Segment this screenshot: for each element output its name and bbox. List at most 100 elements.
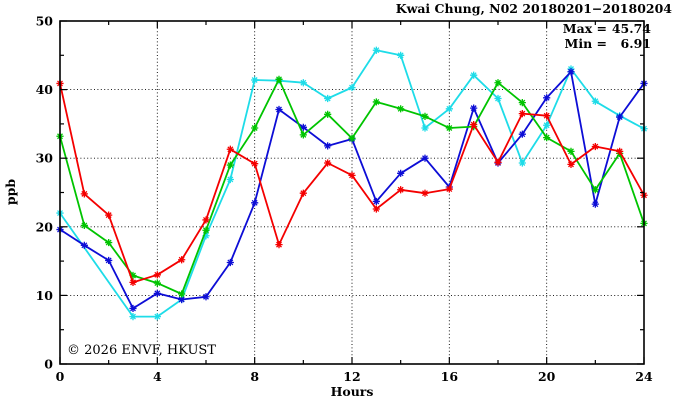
series-blue-marker xyxy=(591,200,599,208)
series-green-marker xyxy=(226,161,234,169)
series-red xyxy=(56,79,648,286)
max-annotation-label: Max = xyxy=(563,21,607,36)
y-tick-label: 40 xyxy=(36,82,54,97)
series-red-marker xyxy=(153,271,161,279)
x-tick-label: 16 xyxy=(441,369,459,384)
series-red-marker xyxy=(421,189,429,197)
series-red-marker xyxy=(470,120,478,129)
series-red-marker xyxy=(591,142,599,151)
series-blue-marker xyxy=(324,142,332,150)
series-green-marker xyxy=(202,226,210,234)
series-red-marker xyxy=(178,256,186,264)
x-tick-label: 24 xyxy=(635,369,653,384)
y-tick-label: 30 xyxy=(36,151,54,166)
series-cyan-marker xyxy=(494,94,502,103)
series-blue-marker xyxy=(153,289,161,297)
series-blue-marker xyxy=(105,256,113,265)
series-cyan-marker xyxy=(226,175,234,184)
series-green-marker xyxy=(275,75,283,83)
y-axis-label: ppb xyxy=(3,179,18,205)
min-annotation-label: Min = xyxy=(565,36,608,51)
series-green xyxy=(56,75,648,298)
series-blue-marker xyxy=(470,104,478,112)
series-blue-marker xyxy=(178,295,186,304)
series-blue-marker xyxy=(518,130,526,138)
series-cyan-marker xyxy=(372,46,380,54)
series-blue-marker xyxy=(372,197,380,206)
gridlines xyxy=(60,21,644,364)
series-red-marker xyxy=(543,112,551,120)
series-green-marker xyxy=(372,98,380,106)
series-green-marker xyxy=(518,99,526,107)
series-cyan-marker xyxy=(445,105,453,113)
x-axis-label: Hours xyxy=(331,384,374,399)
series-blue-marker xyxy=(226,258,234,267)
x-tick-label: 0 xyxy=(56,369,65,384)
series-green-marker xyxy=(445,124,453,132)
series-blue-marker xyxy=(397,169,405,177)
series-cyan-marker xyxy=(202,232,210,240)
series-green-marker xyxy=(324,110,332,118)
series-green-marker xyxy=(299,131,307,139)
series-cyan-marker xyxy=(543,121,551,129)
series-red-marker xyxy=(445,185,453,193)
series-blue-marker xyxy=(421,154,429,162)
series-green-line xyxy=(59,78,645,295)
series-cyan-marker xyxy=(299,79,307,87)
series-green-marker xyxy=(543,134,551,142)
y-tick-label: 50 xyxy=(36,14,54,29)
series-green-marker xyxy=(494,79,502,87)
data-series xyxy=(56,46,648,321)
series-cyan-marker xyxy=(348,83,356,92)
series-red-marker xyxy=(275,241,283,249)
y-tick-label: 0 xyxy=(44,357,53,372)
series-green-marker xyxy=(153,279,161,287)
series-green-marker xyxy=(251,124,259,132)
series-blue-marker xyxy=(299,123,307,131)
chart-title: Kwai Chung, N02 20180201−20180204 xyxy=(396,1,673,16)
series-blue-marker xyxy=(275,105,283,114)
series-cyan-marker xyxy=(518,159,526,167)
series-cyan-marker xyxy=(251,76,259,84)
series-red-marker xyxy=(226,145,234,153)
x-tick-label: 8 xyxy=(250,369,259,384)
series-blue-marker xyxy=(543,94,551,102)
watermark: © 2026 ENVF, HKUST xyxy=(67,343,216,358)
series-red-marker xyxy=(324,159,332,167)
series-green-marker xyxy=(567,147,575,155)
series-cyan-marker xyxy=(470,71,478,79)
series-green-marker xyxy=(421,112,429,120)
series-red-marker xyxy=(372,205,380,213)
series-red-marker xyxy=(105,211,113,219)
series-red-marker xyxy=(567,160,575,168)
series-green-marker xyxy=(80,221,88,230)
series-blue-marker xyxy=(129,304,137,313)
series-blue-marker xyxy=(202,293,210,301)
series-red-marker xyxy=(397,186,405,194)
series-red-marker xyxy=(348,171,356,179)
series-red-marker xyxy=(494,158,502,166)
series-red-marker xyxy=(202,216,210,224)
series-blue-marker xyxy=(616,113,624,121)
series-red-marker xyxy=(251,160,259,168)
series-cyan-marker xyxy=(591,97,599,105)
series-red-marker xyxy=(518,110,526,118)
tick-labels: 0 4 8 12 16 20 24 0 10 20 30 40 50 xyxy=(36,14,653,385)
series-cyan-marker xyxy=(421,124,429,132)
series-blue-marker xyxy=(80,241,88,249)
y-tick-label: 20 xyxy=(36,219,54,234)
min-annotation-value: 6.91 xyxy=(621,36,651,51)
series-green-marker xyxy=(129,271,137,280)
series-blue xyxy=(56,68,648,313)
series-green-marker xyxy=(178,290,186,298)
x-tick-label: 4 xyxy=(153,369,162,384)
series-red-marker xyxy=(299,189,307,197)
max-annotation-value: 45.74 xyxy=(612,21,651,36)
series-green-marker xyxy=(348,134,356,142)
axes-and-ticks xyxy=(59,20,645,365)
series-cyan-marker xyxy=(397,51,405,59)
series-green-marker xyxy=(105,238,113,247)
x-tick-label: 20 xyxy=(538,369,556,384)
series-cyan-marker xyxy=(153,312,161,321)
